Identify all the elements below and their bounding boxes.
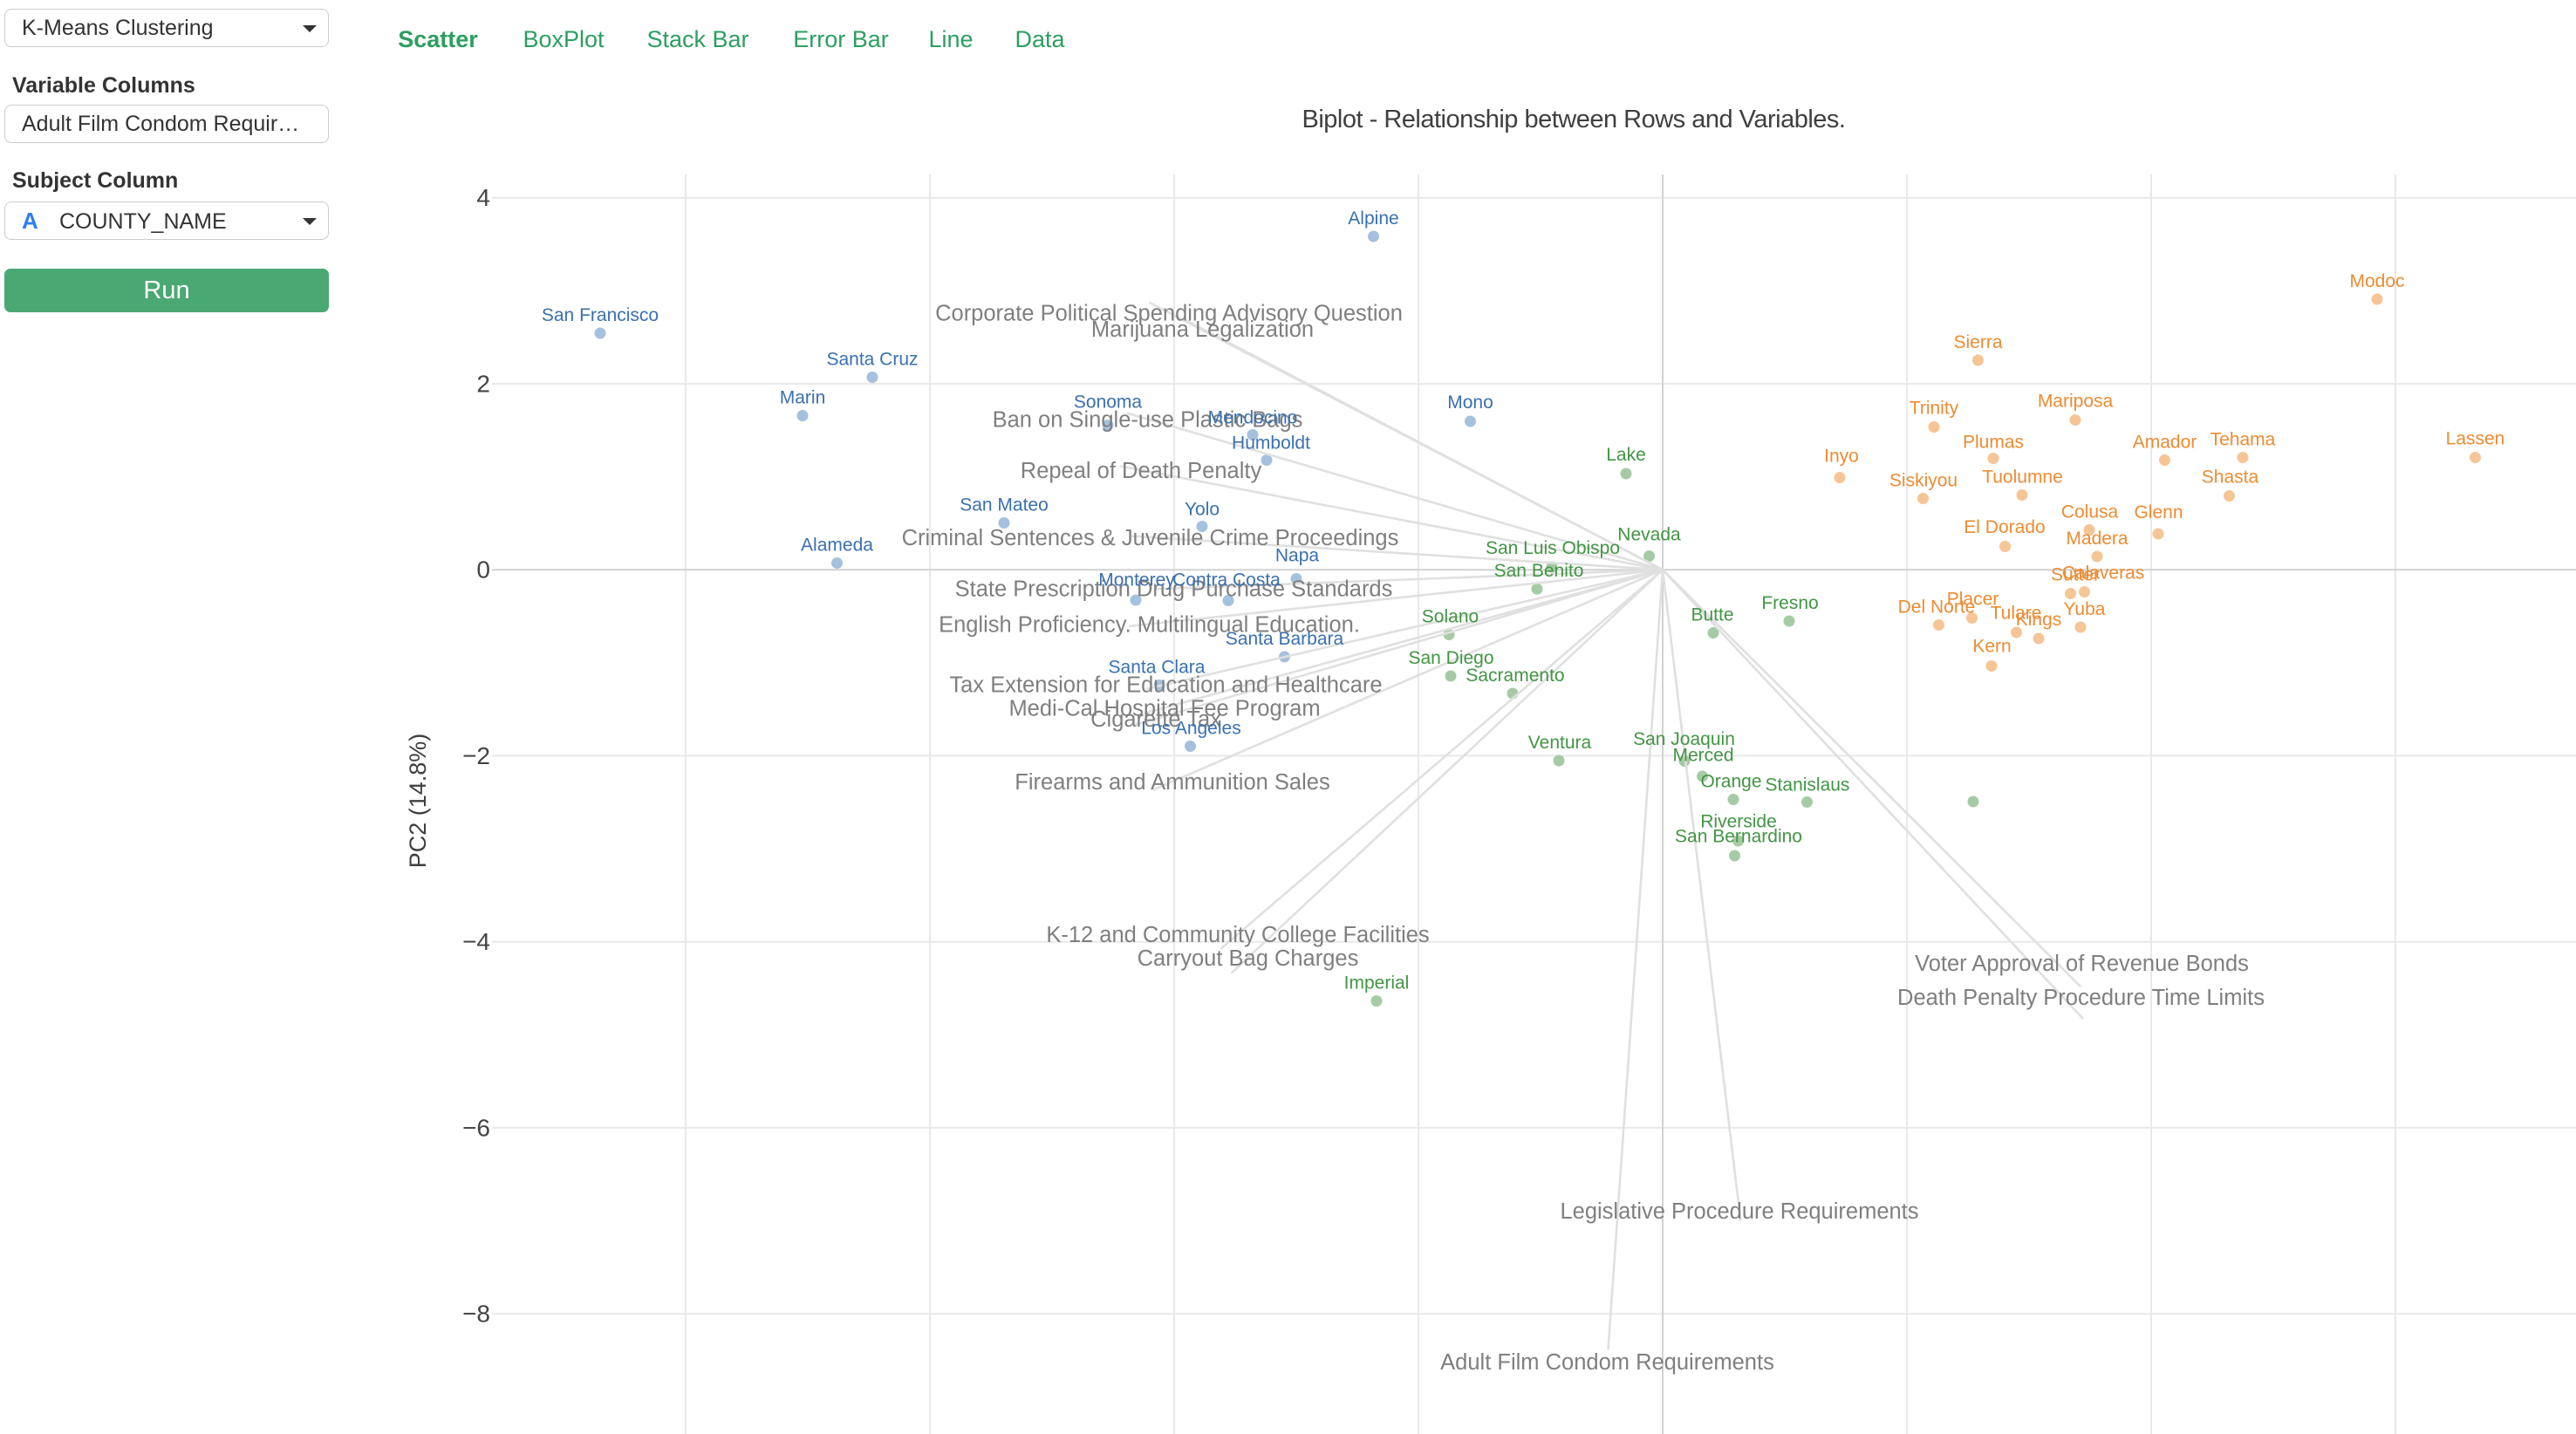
svg-text:Calaveras: Calaveras (2062, 563, 2145, 584)
svg-text:Modoc: Modoc (2349, 271, 2404, 291)
svg-text:−2: −2 (462, 742, 490, 769)
svg-text:Lassen: Lassen (2446, 429, 2505, 449)
svg-text:Marijuana Legalization: Marijuana Legalization (1091, 318, 1314, 342)
svg-text:Nevada: Nevada (1617, 525, 1681, 545)
svg-text:Yolo: Yolo (1185, 500, 1220, 520)
svg-text:K-12 and Community College Fac: K-12 and Community College Facilities (1046, 923, 1429, 947)
svg-text:Ban on Single-use Plastic Bags: Ban on Single-use Plastic Bags (993, 408, 1303, 433)
svg-text:Humboldt: Humboldt (1232, 434, 1310, 454)
svg-text:4: 4 (476, 184, 490, 211)
svg-text:Sierra: Sierra (1953, 332, 2002, 352)
svg-text:Inyo: Inyo (1824, 447, 1859, 467)
svg-text:Stanislaus: Stanislaus (1766, 775, 1850, 796)
svg-text:Sonoma: Sonoma (1074, 393, 1143, 413)
svg-text:Amador: Amador (2133, 433, 2197, 453)
svg-text:Alpine: Alpine (1348, 208, 1398, 229)
svg-text:0: 0 (476, 557, 490, 584)
svg-text:San Bernardino: San Bernardino (1675, 827, 1802, 847)
svg-text:−6: −6 (462, 1114, 490, 1141)
svg-text:Firearms and Ammunition Sales: Firearms and Ammunition Sales (1015, 770, 1329, 795)
svg-text:Fresno: Fresno (1761, 593, 1818, 613)
svg-text:Medi-Cal Hospital Fee Program: Medi-Cal Hospital Fee Program (1008, 697, 1320, 721)
svg-text:Death Penalty Procedure Time L: Death Penalty Procedure Time Limits (1897, 986, 2265, 1010)
svg-text:Sutter: Sutter (2051, 565, 2100, 585)
svg-text:Kings: Kings (2016, 610, 2062, 630)
svg-text:Corporate Political Spending A: Corporate Political Spending Advisory Qu… (935, 302, 1403, 326)
svg-text:Shasta: Shasta (2202, 468, 2259, 488)
svg-text:Santa Barbara: Santa Barbara (1226, 629, 1344, 649)
svg-text:Cigarette Tax: Cigarette Tax (1090, 707, 1221, 732)
svg-text:Mono: Mono (1447, 393, 1493, 413)
svg-text:Biplot - Relationship between: Biplot - Relationship between Rows and V… (1302, 106, 1846, 133)
svg-text:Repeal of Death Penalty: Repeal of Death Penalty (1021, 459, 1262, 483)
svg-text:Voter Approval of Revenue Bond: Voter Approval of Revenue Bonds (1915, 952, 2249, 976)
svg-text:Glenn: Glenn (2134, 502, 2183, 522)
svg-text:Ventura: Ventura (1528, 733, 1592, 753)
svg-text:−8: −8 (462, 1301, 490, 1328)
svg-text:Los Angeles: Los Angeles (1141, 719, 1240, 739)
svg-text:Del Norte: Del Norte (1898, 598, 1976, 618)
svg-text:Orange: Orange (1700, 772, 1761, 792)
svg-text:Imperial: Imperial (1344, 973, 1410, 994)
svg-text:Criminal Sentences & Juvenile: Criminal Sentences & Juvenile Crime Proc… (902, 526, 1399, 550)
svg-text:Tax Extension for Education an: Tax Extension for Education and Healthca… (949, 673, 1382, 698)
svg-text:Tulare: Tulare (1991, 604, 2042, 624)
svg-text:Monterey: Monterey (1098, 570, 1175, 591)
svg-text:San Mateo: San Mateo (960, 495, 1049, 516)
svg-text:Tuolumne: Tuolumne (1982, 468, 2063, 488)
svg-text:Mariposa: Mariposa (2038, 392, 2114, 412)
svg-text:Mendocino: Mendocino (1208, 408, 1298, 428)
svg-text:Contra Costa: Contra Costa (1172, 570, 1281, 591)
svg-text:English Proficiency. Multiling: English Proficiency. Multilingual Educat… (939, 613, 1360, 638)
svg-text:San Luis Obispo: San Luis Obispo (1486, 538, 1620, 558)
svg-text:San Francisco: San Francisco (542, 305, 659, 325)
svg-text:Merced: Merced (1672, 746, 1733, 766)
svg-text:Butte: Butte (1691, 605, 1733, 625)
svg-text:Sacramento: Sacramento (1466, 666, 1564, 686)
svg-text:Trinity: Trinity (1910, 399, 1959, 419)
svg-text:Plumas: Plumas (1963, 433, 2024, 453)
svg-text:Santa Cruz: Santa Cruz (826, 350, 918, 370)
svg-text:Legislative Procedure Requirem: Legislative Procedure Requirements (1560, 1199, 1918, 1224)
svg-text:2: 2 (476, 371, 490, 398)
svg-text:Madera: Madera (2066, 529, 2128, 549)
svg-text:Napa: Napa (1275, 546, 1320, 566)
svg-text:Alameda: Alameda (801, 536, 873, 556)
svg-text:Santa Clara: Santa Clara (1109, 658, 1206, 678)
svg-text:Adult Film Condom Requirements: Adult Film Condom Requirements (1440, 1350, 1774, 1375)
svg-text:Solano: Solano (1422, 607, 1479, 627)
svg-text:Tehama: Tehama (2210, 430, 2276, 450)
svg-text:San Benito: San Benito (1494, 561, 1584, 581)
svg-text:El Dorado: El Dorado (1964, 517, 2045, 537)
svg-text:San Diego: San Diego (1408, 648, 1493, 668)
svg-text:Yuba: Yuba (2064, 599, 2106, 619)
svg-text:Placer: Placer (1947, 590, 1999, 610)
svg-text:San Joaquin: San Joaquin (1633, 729, 1735, 749)
svg-text:Colusa: Colusa (2061, 502, 2119, 522)
svg-text:Carryout Bag Charges: Carryout Bag Charges (1138, 946, 1359, 971)
svg-text:−4: −4 (462, 928, 490, 955)
svg-text:Kern: Kern (1972, 637, 2011, 657)
svg-text:Marin: Marin (780, 388, 826, 408)
svg-text:State Prescription Drug Purcha: State Prescription Drug Purchase Standar… (955, 577, 1393, 602)
svg-text:Siskiyou: Siskiyou (1889, 471, 1958, 491)
svg-text:PC2 (14.8%): PC2 (14.8%) (405, 734, 431, 869)
svg-text:Riverside: Riverside (1700, 812, 1777, 832)
svg-text:Lake: Lake (1606, 445, 1646, 465)
